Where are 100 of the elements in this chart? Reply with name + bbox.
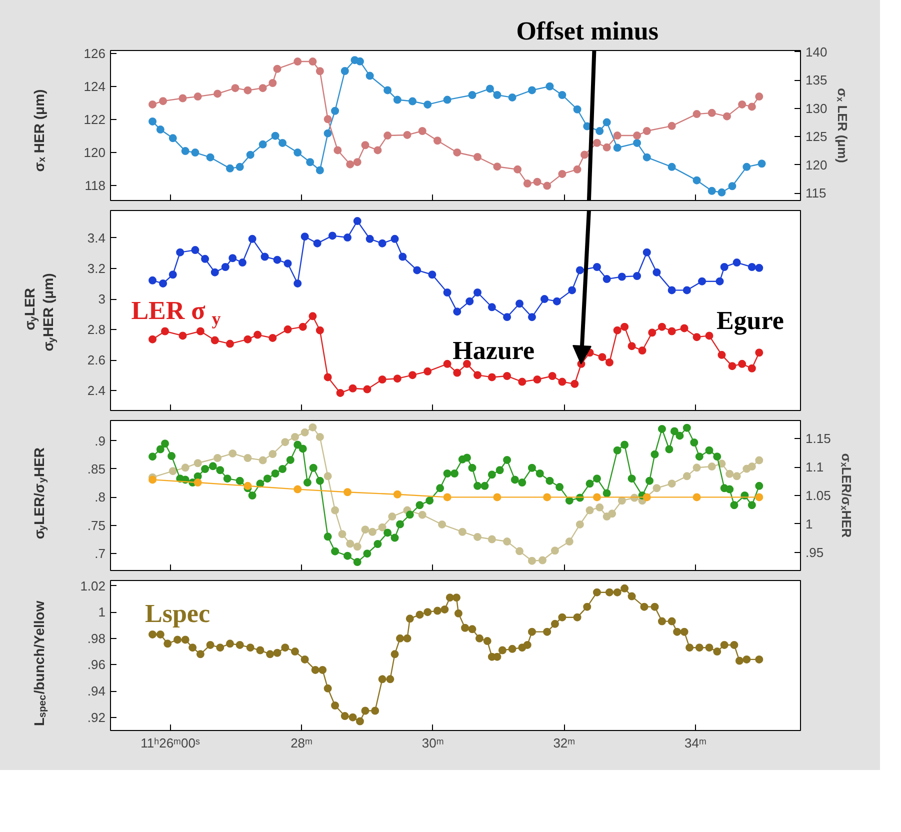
y-tick-label: 126 xyxy=(84,46,106,61)
y-tick-label: .9 xyxy=(94,433,106,448)
y-tick-label: .85 xyxy=(87,461,106,476)
point xyxy=(605,358,614,366)
point xyxy=(244,482,252,490)
y-tick-label: .75 xyxy=(87,518,106,533)
point xyxy=(633,132,642,140)
point xyxy=(514,165,522,174)
point xyxy=(363,385,372,394)
point xyxy=(633,272,642,280)
point xyxy=(576,266,584,274)
point xyxy=(738,360,746,368)
point xyxy=(602,143,611,152)
y2-tick-label: 125 xyxy=(806,129,828,144)
point xyxy=(718,350,726,359)
point xyxy=(226,340,234,348)
point xyxy=(258,140,267,148)
point xyxy=(316,67,324,76)
point xyxy=(488,303,496,312)
point xyxy=(348,384,357,392)
y2-axis-title: σₓLER/σₓHER xyxy=(838,453,854,538)
point xyxy=(692,176,701,184)
point xyxy=(148,335,157,344)
point xyxy=(294,485,302,494)
point xyxy=(668,480,676,488)
point xyxy=(658,322,666,331)
point xyxy=(221,262,230,271)
y2-tick-label: 130 xyxy=(806,100,828,116)
point xyxy=(613,326,622,334)
point xyxy=(238,258,246,267)
point xyxy=(236,162,244,171)
point xyxy=(748,462,756,471)
point xyxy=(168,134,177,142)
point xyxy=(368,528,376,536)
point xyxy=(692,110,701,118)
point xyxy=(294,58,302,66)
point xyxy=(374,146,382,154)
point xyxy=(550,546,559,555)
point xyxy=(453,148,462,156)
point xyxy=(488,373,496,382)
point xyxy=(453,368,462,377)
point xyxy=(366,72,374,80)
point xyxy=(596,503,604,512)
point xyxy=(642,127,651,135)
point xyxy=(516,300,524,308)
point xyxy=(618,272,626,281)
point xyxy=(194,478,202,487)
point xyxy=(306,158,314,166)
point xyxy=(228,254,237,262)
point xyxy=(344,488,352,496)
annotation: Hazure xyxy=(452,336,535,365)
point xyxy=(281,438,290,446)
point xyxy=(390,234,399,243)
point xyxy=(246,150,254,159)
point xyxy=(324,129,332,138)
point xyxy=(523,180,532,188)
point xyxy=(356,57,364,66)
point xyxy=(346,160,354,168)
y-tick-label: 3 xyxy=(98,292,106,307)
point xyxy=(278,138,287,147)
point xyxy=(254,330,262,339)
y2-tick-label: 1.1 xyxy=(806,460,824,475)
y-tick-label: 122 xyxy=(84,112,106,127)
point xyxy=(324,472,332,480)
x-tick-label: 30ᵐ xyxy=(422,736,444,750)
y2-tick-label: 115 xyxy=(806,186,826,201)
point xyxy=(443,96,452,104)
point xyxy=(393,490,402,498)
point xyxy=(248,234,256,243)
point xyxy=(720,262,728,271)
point xyxy=(486,84,494,93)
point xyxy=(528,86,536,94)
point xyxy=(608,510,616,518)
y-tick-label: .96 xyxy=(87,657,106,672)
point xyxy=(268,450,277,458)
y-tick-label: .94 xyxy=(87,684,106,699)
point xyxy=(708,108,716,117)
point xyxy=(718,188,726,196)
point xyxy=(344,234,352,242)
point xyxy=(438,520,446,528)
y2-tick-label: 1 xyxy=(806,516,813,532)
point xyxy=(652,268,661,276)
y-tick-label: 2.6 xyxy=(87,352,106,368)
point xyxy=(473,532,482,541)
point xyxy=(338,530,346,538)
point xyxy=(473,288,482,296)
point xyxy=(558,378,566,386)
x-tick-label: 11ʰ26ᵐ00ˢ xyxy=(140,736,200,750)
x-tick-label: 32ᵐ xyxy=(553,736,576,750)
point xyxy=(705,332,714,340)
point xyxy=(586,506,594,514)
point xyxy=(273,256,282,264)
point xyxy=(191,246,200,254)
point xyxy=(633,138,642,147)
point xyxy=(473,153,482,161)
point xyxy=(722,112,731,120)
y2-tick-label: 140 xyxy=(806,44,828,60)
point xyxy=(668,286,676,294)
point xyxy=(378,239,386,248)
point xyxy=(682,472,691,480)
